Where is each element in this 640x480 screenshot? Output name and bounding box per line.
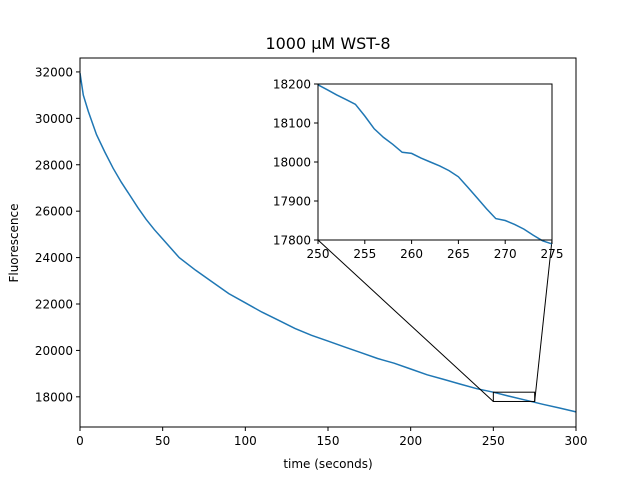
- main-x-tick-label: 50: [155, 434, 170, 448]
- main-x-tick-label: 150: [317, 434, 340, 448]
- main-series-group: [79, 72, 577, 413]
- chart-title: 1000 µM WST-8: [265, 34, 390, 53]
- y-axis-label: Fluorescence: [7, 203, 21, 282]
- main-y-tick-label: 18000: [35, 390, 73, 404]
- inset-y-axis: 17800 17900 18000 18100 18200: [273, 78, 318, 248]
- x-axis-label: time (seconds): [283, 457, 372, 471]
- zoom-connector-right: [534, 239, 553, 402]
- inset-y-tick-label: 18100: [273, 117, 311, 131]
- main-x-tick-label: 0: [76, 434, 84, 448]
- main-y-tick-label: 22000: [35, 298, 73, 312]
- inset-y-tick-label: 18000: [273, 156, 311, 170]
- main-x-tick-label: 250: [482, 434, 505, 448]
- main-y-tick-label: 30000: [35, 112, 73, 126]
- inset-y-tick-label: 17900: [273, 195, 311, 209]
- main-y-tick-label: 28000: [35, 158, 73, 172]
- inset-x-tick-label: 255: [353, 247, 376, 261]
- main-y-axis: 18000 20000 22000 24000 26000 28000 30000 32000: [35, 65, 80, 404]
- inset-x-tick-label: 270: [494, 247, 517, 261]
- main-y-tick-label: 24000: [35, 251, 73, 265]
- main-x-tick-label: 300: [565, 434, 588, 448]
- inset-series-line-0: [317, 84, 553, 245]
- main-plot-frame: [79, 57, 577, 428]
- inset-x-axis: 250 255 260 265 270 275: [307, 240, 564, 261]
- inset-y-tick-label: 18200: [273, 78, 311, 92]
- inset-x-tick-label: 250: [307, 247, 330, 261]
- inset-x-tick-label: 275: [541, 247, 564, 261]
- inset-background: [318, 84, 552, 240]
- inset-plot-frame: [317, 83, 553, 241]
- main-y-tick-label: 20000: [35, 344, 73, 358]
- main-plot: 0 50 100 150 200 250 300 18000 20000 22000 24000 2…: [7, 34, 587, 471]
- inset-x-tick-label: 260: [400, 247, 423, 261]
- main-x-tick-label: 100: [234, 434, 257, 448]
- inset-series-group: [317, 84, 553, 245]
- main-y-tick-label: 26000: [35, 205, 73, 219]
- main-y-tick-label: 32000: [35, 65, 73, 79]
- zoom-connector-left: [317, 239, 494, 402]
- inset-plot: 250 255 260 265 270 275 178001790018000181001…: [273, 78, 564, 262]
- main-x-axis: 0 50 100 150 200 250 300: [76, 427, 587, 448]
- main-series-line-0: [79, 72, 577, 413]
- inset-x-tick-label: 265: [447, 247, 470, 261]
- main-x-tick-label: 200: [399, 434, 422, 448]
- inset-y-tick-label: 17800: [273, 234, 311, 248]
- zoom-indicator: [317, 239, 553, 402]
